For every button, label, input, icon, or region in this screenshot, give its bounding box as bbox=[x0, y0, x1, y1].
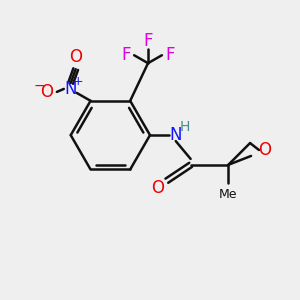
Text: F: F bbox=[122, 46, 131, 64]
Text: O: O bbox=[69, 48, 82, 66]
Text: O: O bbox=[40, 83, 53, 101]
Text: F: F bbox=[165, 46, 175, 64]
Text: N: N bbox=[169, 126, 182, 144]
Text: N: N bbox=[64, 80, 77, 98]
Text: +: + bbox=[72, 76, 83, 88]
Text: H: H bbox=[179, 120, 190, 134]
Text: −: − bbox=[33, 79, 45, 93]
Text: O: O bbox=[258, 141, 272, 159]
Text: Me: Me bbox=[219, 188, 238, 201]
Text: F: F bbox=[143, 32, 153, 50]
Text: O: O bbox=[152, 178, 164, 196]
